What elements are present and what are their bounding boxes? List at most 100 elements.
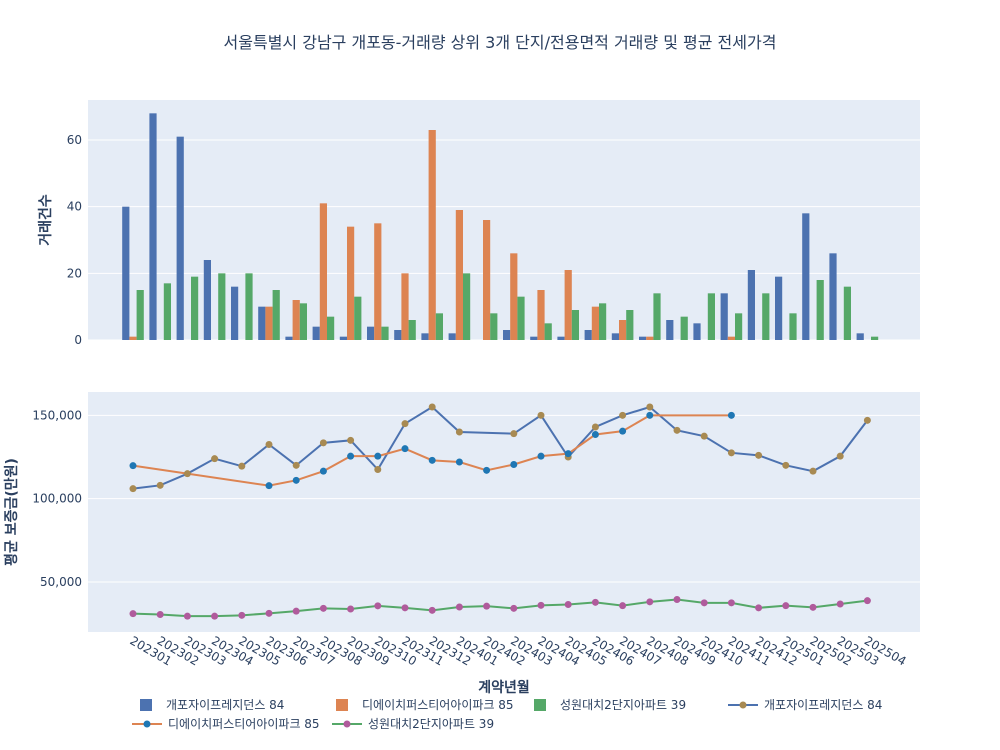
point-3-202309 [347, 605, 355, 613]
bar-2-202311 [401, 273, 409, 340]
legend-label-5: 디에이치퍼스티어아이파크 85 [168, 717, 320, 731]
legend-swatch-bar-2 [336, 699, 348, 711]
point-1-202307 [292, 461, 300, 469]
bottom-lines [129, 403, 871, 620]
bar-2-202312 [428, 130, 436, 340]
bar-2-202310 [374, 223, 382, 340]
point-3-202501 [782, 602, 790, 610]
point-1-202311 [401, 420, 409, 428]
bottom-y-tick-label: 150,000 [32, 408, 82, 422]
bottom-y-tick-label: 100,000 [32, 492, 82, 506]
bar-2-202401 [455, 210, 463, 340]
point-1-202301 [129, 485, 137, 493]
point-1-202310 [374, 466, 382, 473]
bar-3-202406 [599, 303, 607, 340]
bar-1-202308 [312, 326, 320, 340]
point-2-202402 [483, 466, 491, 474]
point-2-202308 [319, 467, 327, 475]
point-3-202403 [510, 604, 518, 612]
bar-1-202307 [285, 336, 293, 340]
point-1-202412 [755, 451, 763, 459]
point-3-202406 [591, 598, 599, 606]
bar-2-202308 [319, 203, 327, 340]
point-3-202402 [483, 602, 491, 610]
point-3-202308 [319, 604, 327, 612]
top-bars [122, 113, 879, 340]
point-1-202306 [265, 441, 273, 448]
point-1-202401 [455, 428, 463, 436]
point-3-202404 [537, 601, 545, 609]
chart-title: 서울특별시 강남구 개포동-거래량 상위 3개 단지/전용면적 거래량 및 평균… [224, 33, 777, 52]
legend-label-6: 성원대치2단지아파트 39 [368, 717, 494, 731]
top-plot-background [88, 100, 920, 340]
legend-label-4: 개포자이프레지던스 84 [764, 698, 882, 712]
point-1-202411 [727, 449, 735, 457]
bar-1-202412 [747, 270, 755, 340]
bar-1-202407 [611, 333, 619, 340]
bar-3-202411 [735, 313, 743, 340]
bottom-plot-background [88, 392, 920, 632]
bar-1-202301 [122, 206, 130, 340]
bar-3-202401 [463, 273, 471, 340]
point-3-202411 [727, 599, 735, 607]
point-3-202303 [183, 612, 191, 620]
bar-3-202310 [381, 326, 389, 340]
bar-3-202504 [871, 336, 879, 340]
bar-1-202411 [720, 293, 728, 340]
point-3-202502 [809, 603, 817, 611]
bar-3-202305 [245, 273, 253, 340]
point-1-202305 [238, 462, 246, 470]
bar-1-202501 [775, 276, 783, 340]
point-1-202403 [510, 430, 518, 438]
bar-2-202306 [265, 306, 273, 340]
bar-3-202502 [816, 280, 824, 340]
bar-3-202308 [327, 316, 335, 340]
bar-1-202408 [639, 336, 647, 340]
bar-3-202409 [680, 316, 688, 340]
point-3-202305 [238, 611, 246, 619]
top-subplot: 0 20 40 60 거래건수 [37, 100, 920, 347]
point-3-202301 [129, 610, 137, 618]
point-2-202312 [428, 456, 436, 464]
bar-1-202401 [448, 333, 456, 340]
bar-3-202403 [517, 296, 525, 340]
top-y-tick-label: 20 [67, 266, 82, 280]
point-1-202304 [211, 455, 219, 463]
legend-marker-6 [343, 720, 351, 728]
point-2-202411 [727, 411, 735, 419]
point-1-202408 [646, 403, 654, 411]
legend-label-2: 디에이치퍼스티어아이파크 85 [362, 698, 514, 712]
point-3-202407 [619, 602, 627, 610]
top-y-tick-label: 60 [67, 133, 82, 147]
bar-3-202306 [272, 290, 280, 340]
point-3-202504 [863, 597, 871, 605]
point-1-202502 [809, 467, 817, 475]
point-2-202406 [591, 431, 599, 438]
point-1-202308 [319, 439, 327, 447]
point-3-202310 [374, 602, 382, 610]
point-2-202401 [455, 458, 463, 466]
bar-3-202303 [191, 276, 199, 340]
bar-1-202503 [829, 253, 837, 340]
bar-2-202309 [347, 226, 355, 340]
point-3-202412 [755, 604, 763, 612]
top-y-ticks: 0 20 40 60 [67, 133, 82, 347]
point-1-202309 [347, 436, 355, 444]
point-1-202410 [700, 432, 708, 440]
bottom-gridlines [88, 414, 920, 583]
point-3-202311 [401, 604, 409, 612]
point-3-202312 [428, 606, 436, 614]
bar-1-202303 [176, 136, 184, 340]
point-2-202311 [401, 445, 409, 453]
point-1-202404 [537, 411, 545, 419]
bar-2-202407 [619, 320, 627, 340]
point-1-202501 [782, 461, 790, 469]
bar-1-202309 [339, 336, 347, 340]
point-2-202310 [374, 452, 382, 460]
bar-2-202307 [292, 300, 300, 340]
point-1-202302 [156, 481, 164, 489]
bar-1-202302 [149, 113, 157, 340]
bar-1-202502 [802, 213, 810, 340]
bar-2-202301 [129, 336, 137, 340]
point-2-202301 [129, 462, 137, 470]
